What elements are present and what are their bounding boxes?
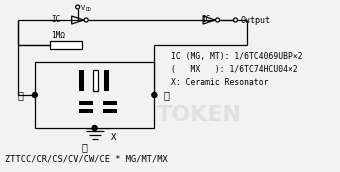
- Bar: [79, 109, 92, 113]
- Circle shape: [152, 93, 157, 98]
- Text: IC: IC: [201, 14, 210, 24]
- Circle shape: [216, 18, 220, 22]
- Bar: [79, 101, 92, 105]
- Bar: [35, 62, 154, 128]
- Text: ③: ③: [163, 90, 169, 100]
- Text: ②: ②: [82, 142, 88, 152]
- Text: ZTTCC/CR/CS/CV/CW/CE * MG/MT/MX: ZTTCC/CR/CS/CV/CW/CE * MG/MT/MX: [5, 155, 168, 164]
- Bar: [79, 70, 84, 91]
- Text: 1MΩ: 1MΩ: [51, 31, 65, 40]
- Text: X: X: [110, 133, 116, 142]
- Bar: [103, 101, 117, 105]
- Circle shape: [32, 93, 37, 98]
- Text: IC (MG, MT): 1/6TC4069UBP×2: IC (MG, MT): 1/6TC4069UBP×2: [171, 52, 303, 61]
- Text: (   MX   ): 1/6TC74HCU04×2: ( MX ): 1/6TC74HCU04×2: [171, 65, 298, 74]
- Text: TOKEN: TOKEN: [157, 105, 242, 125]
- Bar: [103, 109, 117, 113]
- Text: DD: DD: [86, 7, 91, 12]
- Text: ①: ①: [18, 90, 24, 100]
- Circle shape: [92, 126, 97, 131]
- Bar: [104, 70, 108, 91]
- Circle shape: [76, 5, 80, 9]
- Bar: [92, 70, 98, 91]
- Circle shape: [84, 18, 88, 22]
- Text: X: Ceramic Resonator: X: Ceramic Resonator: [171, 78, 269, 87]
- Bar: [50, 41, 82, 49]
- Text: Output: Output: [240, 15, 271, 24]
- Text: V: V: [81, 5, 85, 11]
- Circle shape: [234, 18, 238, 22]
- Text: IC: IC: [52, 14, 61, 24]
